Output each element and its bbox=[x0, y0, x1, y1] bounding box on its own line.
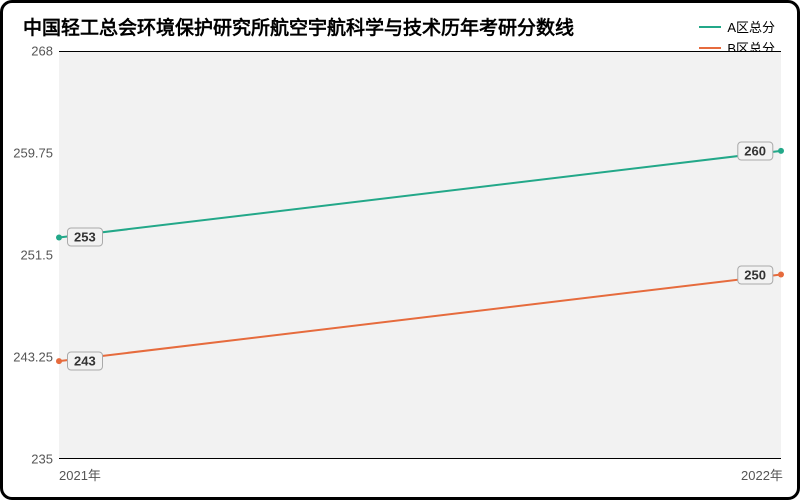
y-tick-label: 259.75 bbox=[3, 146, 53, 161]
point-label: 253 bbox=[67, 228, 103, 247]
point-label: 260 bbox=[737, 141, 773, 160]
series-point bbox=[56, 358, 62, 364]
point-label: 250 bbox=[737, 265, 773, 284]
legend-swatch-b bbox=[699, 47, 721, 49]
series-line bbox=[59, 275, 781, 362]
y-tick-label: 235 bbox=[3, 452, 53, 467]
x-tick-label: 2021年 bbox=[59, 465, 101, 484]
series-point bbox=[56, 234, 62, 240]
series-line bbox=[59, 151, 781, 238]
legend-item-a: A区总分 bbox=[699, 17, 775, 36]
legend-label-a: A区总分 bbox=[727, 17, 775, 36]
y-tick-label: 268 bbox=[3, 44, 53, 59]
line-layer bbox=[59, 52, 781, 458]
plot-area: 253 260 243 250 bbox=[59, 51, 781, 459]
x-tick-label: 2022年 bbox=[741, 465, 783, 484]
series-point bbox=[778, 148, 784, 154]
y-tick-label: 243.25 bbox=[3, 350, 53, 365]
point-label: 243 bbox=[67, 352, 103, 371]
legend-swatch-a bbox=[699, 26, 721, 28]
series-point bbox=[778, 272, 784, 278]
chart-container: 中国轻工总会环境保护研究所航空宇航科学与技术历年考研分数线 A区总分 B区总分 … bbox=[0, 0, 800, 500]
y-tick-label: 251.5 bbox=[3, 248, 53, 263]
chart-title: 中国轻工总会环境保护研究所航空宇航科学与技术历年考研分数线 bbox=[23, 13, 574, 40]
